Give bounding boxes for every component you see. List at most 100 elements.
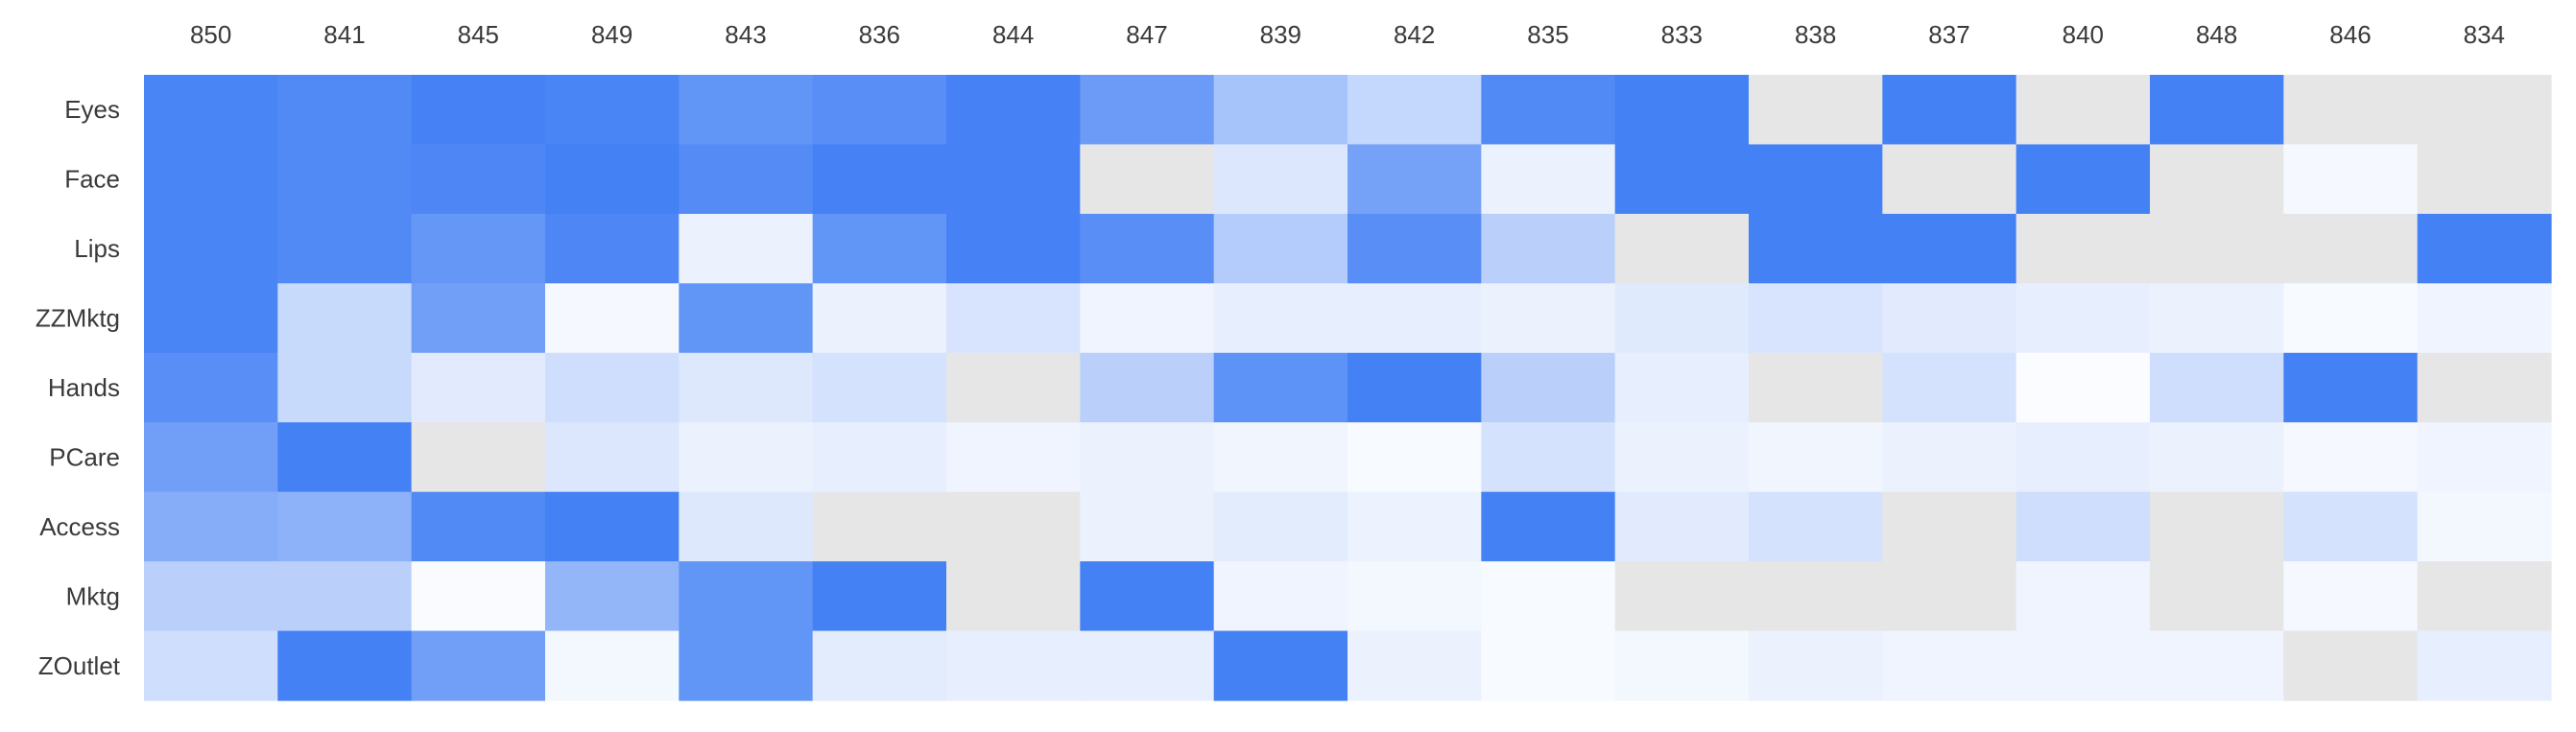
column-label: 841 (323, 20, 365, 49)
heatmap-cell (1614, 491, 1750, 562)
heatmap-cell (545, 352, 680, 423)
heatmap-cell (411, 213, 546, 284)
row-label: Face (64, 165, 120, 194)
heatmap-cell (2283, 630, 2419, 701)
column-label: 834 (2464, 20, 2505, 49)
heatmap-cell (277, 630, 413, 701)
heatmap-cell (1213, 283, 1348, 354)
heatmap-cell (2015, 213, 2151, 284)
heatmap-cell (946, 213, 1081, 284)
heatmap-cell (1213, 75, 1348, 146)
heatmap-cell (2417, 283, 2552, 354)
column-label: 837 (1928, 20, 1969, 49)
heatmap-cell (1882, 144, 2017, 215)
heatmap-cell (144, 422, 278, 493)
heatmap-cell (1882, 561, 2017, 632)
column-label: 849 (591, 20, 632, 49)
heatmap-cell (812, 630, 947, 701)
row-label: PCare (49, 442, 120, 471)
row-label: Mktg (66, 581, 120, 610)
heatmap-cell (144, 144, 278, 215)
heatmap-cell (679, 561, 814, 632)
heatmap-cell (144, 630, 278, 701)
column-label: 848 (2196, 20, 2237, 49)
heatmap-cell (1213, 630, 1348, 701)
heatmap-cell (1213, 213, 1348, 284)
row-labels: Eyes Face Lips ZZMktg Hands PCare Access Mktg ZO… (36, 95, 121, 680)
heatmap-cell (2417, 561, 2552, 632)
column-label: 840 (2063, 20, 2104, 49)
heatmap-cell (1213, 352, 1348, 423)
column-label: 845 (458, 20, 499, 49)
heatmap-cell (1614, 352, 1750, 423)
heatmap-cell (1080, 491, 1215, 562)
heatmap-cell (411, 352, 546, 423)
heatmap-cell (812, 422, 947, 493)
heatmap-cell (1749, 630, 1883, 701)
heatmap-cell (2283, 144, 2419, 215)
heatmap-cell (2417, 144, 2552, 215)
heatmap-cell (144, 352, 278, 423)
heatmap-cell (2417, 213, 2552, 284)
heatmap-cell (545, 561, 680, 632)
heatmap-cell (946, 352, 1081, 423)
heatmap-cell (1882, 630, 2017, 701)
heatmap-cell (1614, 144, 1750, 215)
heatmap-cell (1882, 491, 2017, 562)
heatmap-cell (2283, 352, 2419, 423)
heatmap-cell (277, 352, 413, 423)
heatmap-cell (545, 144, 680, 215)
heatmap-cell (144, 213, 278, 284)
heatmap-cell (1080, 422, 1215, 493)
heatmap-cell (1614, 75, 1750, 146)
heatmap-cell (1348, 491, 1482, 562)
heatmap-cell (946, 491, 1081, 562)
heatmap-cell (1348, 75, 1482, 146)
heatmap-cell (2015, 630, 2151, 701)
heatmap-cell (2150, 491, 2284, 562)
heatmap-cell (2417, 630, 2552, 701)
heatmap-cell (2417, 75, 2552, 146)
heatmap-cell (2015, 283, 2151, 354)
heatmap-cell (812, 561, 947, 632)
heatmap-cell (1614, 213, 1750, 284)
heatmap-cell (2283, 283, 2419, 354)
heatmap-cell (2015, 491, 2151, 562)
column-labels: 850 841 845 849 843 836 844 847 839 842 835 833 838 8… (190, 20, 2505, 49)
heatmap-cell (277, 75, 413, 146)
column-label: 838 (1795, 20, 1836, 49)
heatmap-cell (1481, 561, 1616, 632)
heatmap-cell (277, 561, 413, 632)
column-label: 843 (725, 20, 766, 49)
row-label: Eyes (64, 95, 120, 124)
heatmap-cell (545, 630, 680, 701)
heatmap-cell (1882, 283, 2017, 354)
heatmap-cell (277, 491, 413, 562)
heatmap-cell (277, 283, 413, 354)
heatmap-cell (812, 352, 947, 423)
heatmap-cell (2417, 422, 2552, 493)
column-label: 850 (190, 20, 231, 49)
heatmap-cell (1080, 630, 1215, 701)
heatmap-cell (2150, 352, 2284, 423)
heatmap-cell (1080, 561, 1215, 632)
heatmap-cell (679, 630, 814, 701)
heatmap-cell (1348, 422, 1482, 493)
heatmap-cell (2283, 213, 2419, 284)
column-label: 846 (2329, 20, 2371, 49)
heatmap-cell (812, 144, 947, 215)
heatmap-cell (2015, 75, 2151, 146)
heatmap-cell (1749, 491, 1883, 562)
heatmap-cell (411, 283, 546, 354)
heatmap-cell (545, 75, 680, 146)
heatmap-cell (1080, 75, 1215, 146)
heatmap-cell (2150, 213, 2284, 284)
heatmap-cell (1080, 352, 1215, 423)
heatmap-cell (2150, 422, 2284, 493)
row-label: Access (39, 512, 120, 541)
heatmap-cell (1481, 491, 1616, 562)
heatmap-cell (1481, 283, 1616, 354)
heatmap-cell (812, 213, 947, 284)
heatmap-cell (1749, 422, 1883, 493)
